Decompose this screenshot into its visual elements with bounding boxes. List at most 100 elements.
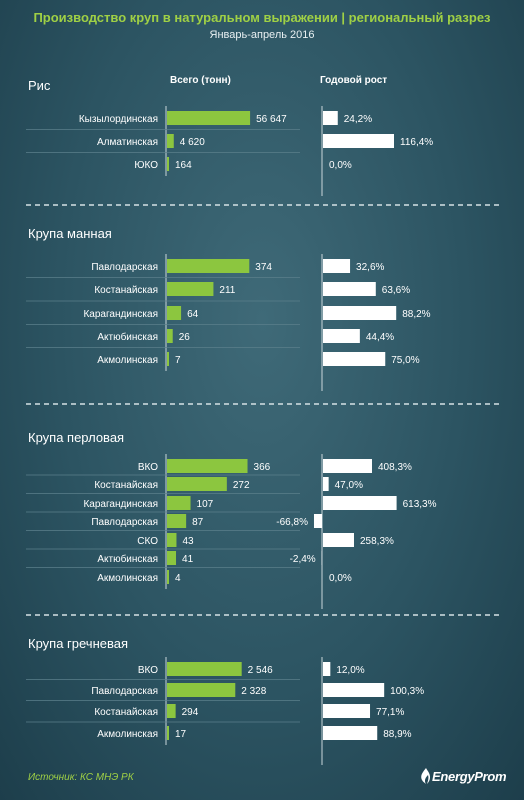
total-bar [167,704,176,718]
total-bar [167,329,173,343]
section-title: Крупа перловая [28,430,124,445]
growth-value-label: 613,3% [403,499,437,510]
total-value-label: 43 [182,536,194,547]
growth-bar [323,662,331,676]
category-label: Кызылординская [79,114,158,125]
page-title: Производство круп в натуральном выражени… [33,10,491,25]
category-label: Карагандинская [83,309,158,320]
total-bar [167,683,236,697]
growth-value-label: 77,1% [376,707,404,718]
total-value-label: 107 [197,499,214,510]
growth-value-label: -2,4% [290,554,316,565]
total-value-label: 2 328 [241,686,266,697]
growth-bar [323,683,385,697]
total-value-label: 374 [255,262,272,273]
growth-value-label: 63,6% [382,285,410,296]
total-bar [167,134,174,148]
brand-logo: EnergyProm [420,768,516,790]
growth-bar [323,352,386,366]
category-label: СКО [137,536,158,547]
growth-bar [323,704,371,718]
growth-bar [323,111,338,125]
category-label: Акмолинская [97,573,158,584]
source-note: Источник: КС МНЭ РК [28,772,134,783]
total-value-label: 366 [254,462,271,473]
growth-bar [323,533,354,547]
growth-bar [323,259,351,273]
category-label: Актюбинская [97,553,158,565]
total-value-label: 17 [175,729,187,740]
total-bar [167,662,242,676]
total-value-label: 87 [192,517,204,528]
total-bar [167,496,191,510]
total-value-label: 56 647 [256,114,287,125]
category-label: Алматинская [97,137,158,148]
category-label: Павлодарская [91,686,158,697]
growth-bar [313,514,322,528]
brand-logo-text: EnergyProm [432,769,507,784]
growth-value-label: 116,4% [400,137,433,148]
total-value-label: 4 620 [180,137,205,148]
growth-value-label: -66,8% [276,517,308,528]
growth-bar [323,496,397,510]
total-value-label: 2 546 [248,665,273,676]
category-label: Актюбинская [97,331,158,343]
growth-value-label: 100,3% [390,686,424,697]
category-label: Акмолинская [97,355,158,366]
total-bar [167,726,169,740]
category-label: Карагандинская [83,499,158,510]
total-bar [167,111,251,125]
total-value-label: 294 [182,707,199,718]
total-value-label: 7 [175,355,181,366]
growth-value-label: 32,6% [356,262,384,273]
total-bar [167,570,169,584]
total-value-label: 272 [233,480,250,491]
total-value-label: 211 [219,285,235,296]
total-value-label: 4 [175,573,181,584]
total-bar [167,306,182,320]
section-title: Крупа манная [28,226,112,241]
category-label: ВКО [138,665,158,676]
total-value-label: 164 [175,160,192,171]
growth-value-label: 88,9% [383,729,411,740]
growth-bar [323,282,376,296]
total-bar [167,352,169,366]
total-bar [167,157,169,171]
growth-bar [323,306,397,320]
total-bar [167,259,250,273]
total-bar [167,459,248,473]
growth-bar [323,726,378,740]
total-bar [167,477,227,491]
category-label: Костанайская [94,707,158,718]
growth-value-label: 0,0% [329,573,352,584]
category-label: ЮКО [134,160,158,171]
section-title: Рис [28,78,51,93]
category-label: Акмолинская [97,729,158,740]
growth-value-label: 0,0% [329,160,352,171]
category-label: Павлодарская [91,517,158,528]
total-value-label: 41 [182,554,194,565]
column-header-total: Всего (тонн) [170,75,231,86]
flame-icon [421,768,430,784]
growth-bar [323,134,395,148]
growth-value-label: 24,2% [344,114,372,125]
growth-value-label: 258,3% [360,536,394,547]
growth-value-label: 12,0% [336,665,364,676]
total-bar [167,282,214,296]
page-subtitle: Январь-апрель 2016 [209,29,315,41]
growth-value-label: 75,0% [391,355,419,366]
category-label: Костанайская [94,285,158,296]
section-title: Крупа гречневая [28,636,128,651]
total-bar [167,551,177,565]
total-bar [167,533,177,547]
growth-bar [323,459,372,473]
category-label: Костанайская [94,480,158,491]
growth-value-label: 88,2% [402,309,430,320]
growth-value-label: 408,3% [378,462,412,473]
growth-value-label: 44,4% [366,332,394,343]
total-value-label: 26 [179,332,191,343]
column-header-growth: Годовой рост [320,75,388,86]
growth-bar [323,477,329,491]
category-label: Павлодарская [91,262,158,273]
